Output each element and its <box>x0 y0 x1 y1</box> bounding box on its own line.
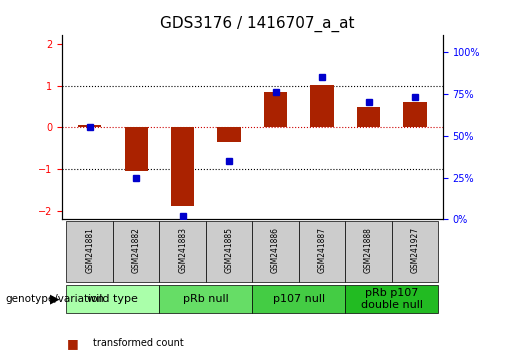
Bar <box>403 102 426 127</box>
Bar <box>311 85 334 127</box>
Text: GSM241881: GSM241881 <box>85 227 94 273</box>
Bar <box>357 107 380 127</box>
Text: wild type: wild type <box>88 294 139 304</box>
FancyBboxPatch shape <box>252 285 345 314</box>
FancyBboxPatch shape <box>66 221 113 282</box>
FancyBboxPatch shape <box>160 285 252 314</box>
Text: GSM241886: GSM241886 <box>271 227 280 273</box>
FancyBboxPatch shape <box>345 285 438 314</box>
FancyBboxPatch shape <box>392 221 438 282</box>
Text: p107 null: p107 null <box>273 294 325 304</box>
FancyBboxPatch shape <box>299 221 345 282</box>
Text: transformed count: transformed count <box>93 338 183 348</box>
Bar <box>125 127 148 171</box>
FancyBboxPatch shape <box>160 221 206 282</box>
FancyBboxPatch shape <box>206 221 252 282</box>
Bar <box>171 127 194 206</box>
Text: GSM241885: GSM241885 <box>225 227 234 273</box>
Text: GDS3176 / 1416707_a_at: GDS3176 / 1416707_a_at <box>160 16 355 32</box>
Bar <box>78 125 101 127</box>
Text: GSM241883: GSM241883 <box>178 227 187 273</box>
Text: pRb null: pRb null <box>183 294 229 304</box>
FancyBboxPatch shape <box>345 221 392 282</box>
Text: ▶: ▶ <box>49 293 59 306</box>
Text: pRb p107
double null: pRb p107 double null <box>361 288 423 310</box>
Bar <box>217 127 241 142</box>
Text: genotype/variation: genotype/variation <box>5 294 104 304</box>
FancyBboxPatch shape <box>252 221 299 282</box>
FancyBboxPatch shape <box>113 221 160 282</box>
Text: GSM241887: GSM241887 <box>318 227 327 273</box>
Text: GSM241882: GSM241882 <box>132 227 141 273</box>
Text: GSM241927: GSM241927 <box>410 227 420 273</box>
Text: GSM241888: GSM241888 <box>364 227 373 273</box>
Text: ■: ■ <box>67 337 79 350</box>
Bar <box>264 92 287 127</box>
FancyBboxPatch shape <box>66 285 160 314</box>
